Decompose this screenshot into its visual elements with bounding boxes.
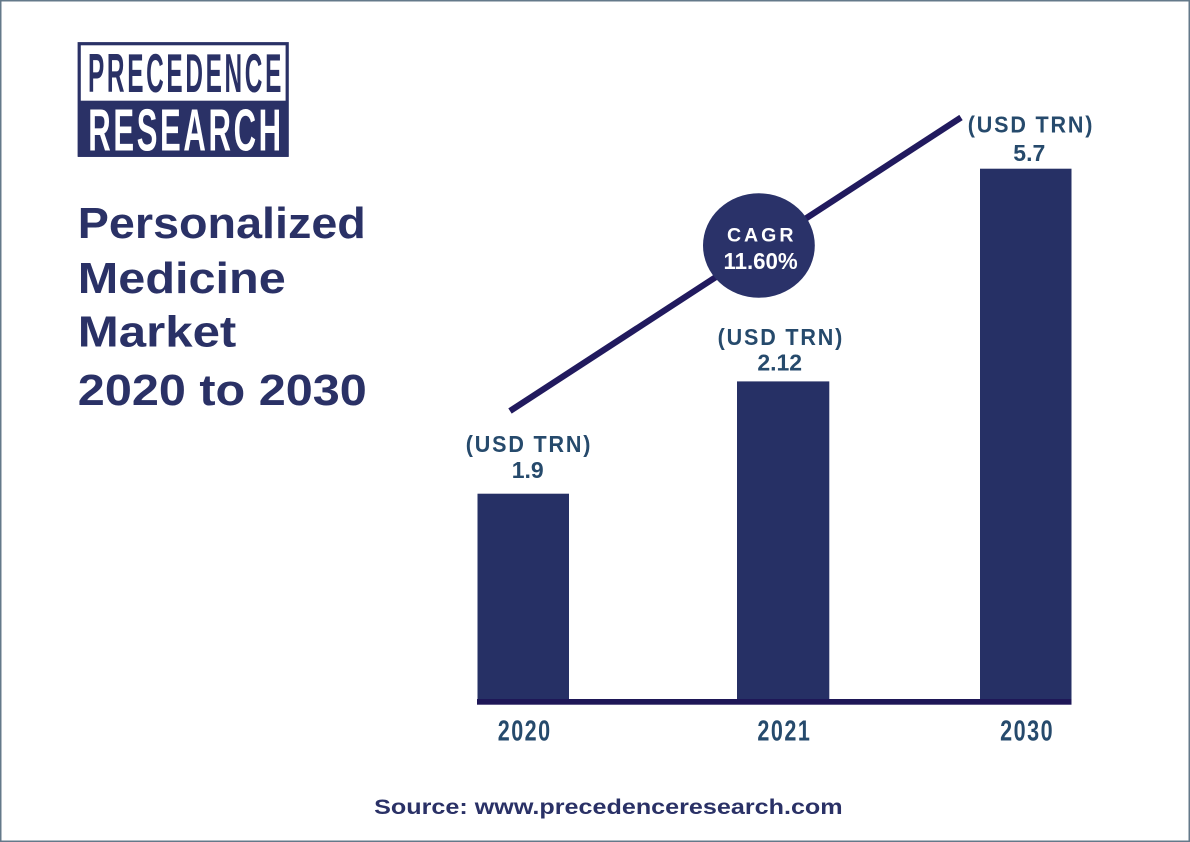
svg-text:Personalized: Personalized [78,200,366,248]
svg-text:PRECEDENCE: PRECEDENCE [88,42,284,104]
svg-text:2021: 2021 [757,715,811,747]
svg-text:2030: 2030 [1000,715,1054,747]
svg-text:Medicine: Medicine [78,255,286,303]
svg-text:CAGR: CAGR [727,224,797,246]
svg-text:1.9: 1.9 [512,457,544,483]
svg-text:Market: Market [78,308,237,356]
svg-text:(USD TRN): (USD TRN) [968,111,1095,137]
svg-text:2020 to 2030: 2020 to 2030 [78,367,367,415]
svg-text:2020: 2020 [498,715,552,747]
svg-text:(USD TRN): (USD TRN) [718,324,845,350]
svg-text:11.60%: 11.60% [723,248,797,274]
svg-text:(USD TRN): (USD TRN) [466,431,593,457]
svg-text:5.7: 5.7 [1013,140,1045,166]
svg-text:Source: www.precedenceresearch: Source: www.precedenceresearch.com [374,796,843,819]
svg-text:2.12: 2.12 [757,349,802,375]
svg-text:RESEARCH: RESEARCH [88,97,284,163]
